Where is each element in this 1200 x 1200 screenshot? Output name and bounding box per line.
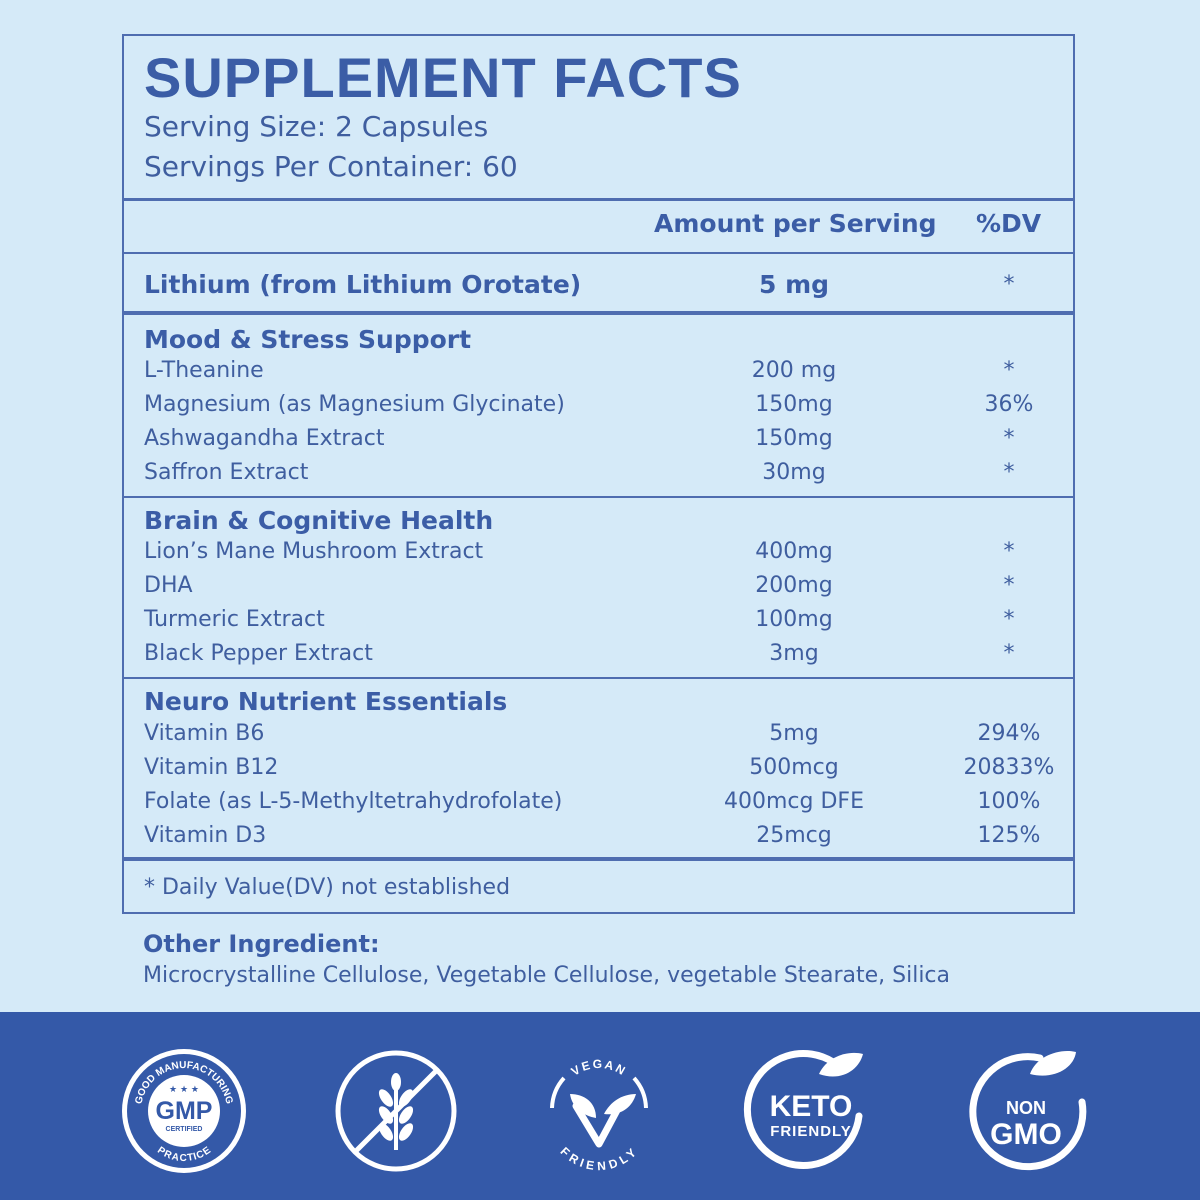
table-row: Lion’s Mane Mushroom Extract 400mg * — [124, 535, 1073, 569]
ingredient-dv: * — [1003, 573, 1015, 598]
table-row: Vitamin B6 5mg 294% — [124, 717, 1073, 751]
ingredient-dv: * — [1003, 539, 1015, 564]
vegan-top-text: VEGAN — [569, 1057, 627, 1079]
keto-friendly-badge: KETO FRIENDLY — [741, 1046, 871, 1176]
ingredient-dv: * — [1003, 358, 1015, 383]
gmp-certified-badge: GOOD MANUFACTURING PRACTICE ★ ★ ★ GMP CE… — [119, 1046, 249, 1176]
panel-title: SUPPLEMENT FACTS — [144, 46, 742, 109]
ingredient-dv: 100% — [977, 789, 1041, 814]
gmp-badge-graphic: GOOD MANUFACTURING PRACTICE ★ ★ ★ GMP CE… — [122, 1049, 246, 1173]
divider — [124, 252, 1073, 254]
gmp-stars: ★ ★ ★ — [169, 1085, 199, 1095]
ingredient-amount: 25mcg — [756, 823, 832, 848]
ingredient-name: Vitamin B6 — [144, 721, 265, 746]
table-row: Black Pepper Extract 3mg * — [124, 637, 1073, 671]
amount-column-header: Amount per Serving — [654, 209, 937, 238]
ingredient-name: Magnesium (as Magnesium Glycinate) — [144, 392, 565, 417]
divider — [124, 496, 1073, 498]
table-row: Turmeric Extract 100mg * — [124, 603, 1073, 637]
svg-text:VEGAN: VEGAN — [569, 1057, 629, 1079]
servings-per-container: Servings Per Container: 60 — [144, 150, 518, 183]
ingredient-dv: * — [1003, 426, 1015, 451]
table-row: Magnesium (as Magnesium Glycinate) 150mg… — [124, 388, 1073, 422]
non-gmo-badge: NON GMO — [964, 1046, 1094, 1176]
svg-text:FRIENDLY: FRIENDLY — [558, 1144, 641, 1173]
vegan-leaf-icon: VEGAN FRIENDLY — [550, 1057, 648, 1173]
ingredient-name: L-Theanine — [144, 358, 264, 383]
serving-size: Serving Size: 2 Capsules — [144, 110, 489, 143]
table-row: Ashwagandha Extract 150mg * — [124, 422, 1073, 456]
ingredient-dv: * — [1003, 607, 1015, 632]
dv-footnote: * Daily Value(DV) not established — [144, 875, 511, 900]
ingredient-name: Lion’s Mane Mushroom Extract — [144, 539, 484, 564]
vegan-bottom-text: FRIENDLY — [558, 1144, 639, 1173]
dv-column-header: %DV — [976, 209, 1042, 238]
ingredient-amount: 30mg — [762, 460, 826, 485]
other-ingredient-heading: Other Ingredient: — [143, 930, 380, 958]
ingredient-name: Ashwagandha Extract — [144, 426, 385, 451]
ingredient-dv: * — [1003, 272, 1015, 297]
ingredient-name: Black Pepper Extract — [144, 641, 373, 666]
non-gmo-line2: GMO — [990, 1118, 1062, 1151]
ingredient-amount: 400mcg DFE — [724, 789, 864, 814]
ingredient-name: Vitamin B12 — [144, 755, 279, 780]
ingredient-dv: 294% — [977, 721, 1041, 746]
divider — [124, 677, 1073, 679]
vegan-friendly-badge: VEGAN FRIENDLY — [534, 1046, 664, 1176]
table-row: L-Theanine 200 mg * — [124, 354, 1073, 388]
ingredient-amount: 150mg — [755, 426, 833, 451]
ingredient-name: DHA — [144, 573, 193, 598]
ingredient-name: Folate (as L-5-Methyltetrahydrofolate) — [144, 789, 563, 814]
ingredient-dv: 36% — [984, 392, 1034, 417]
divider — [124, 857, 1073, 861]
divider — [124, 198, 1073, 201]
ingredient-amount: 3mg — [769, 641, 819, 666]
table-row: Folate (as L-5-Methyltetrahydrofolate) 4… — [124, 785, 1073, 819]
supplement-facts-panel: SUPPLEMENT FACTS Serving Size: 2 Capsule… — [122, 34, 1075, 914]
ingredient-name: Vitamin D3 — [144, 823, 267, 848]
table-row: Vitamin D3 25mcg 125% — [124, 819, 1073, 853]
gmp-sub-text: CERTIFIED — [166, 1126, 203, 1133]
ingredient-amount: 100mg — [755, 607, 833, 632]
keto-line1: KETO — [770, 1090, 853, 1123]
gluten-free-badge — [331, 1046, 461, 1176]
keto-line2: FRIENDLY — [770, 1123, 852, 1140]
wheat-crossed-icon — [335, 1050, 457, 1172]
table-row: Saffron Extract 30mg * — [124, 456, 1073, 490]
keto-leaf-icon: KETO FRIENDLY — [743, 1050, 863, 1169]
other-ingredient-text: Microcrystalline Cellulose, Vegetable Ce… — [143, 963, 951, 988]
ingredient-amount: 200 mg — [751, 358, 837, 383]
ingredient-dv: 20833% — [963, 755, 1055, 780]
table-row: Vitamin B12 500mcg 20833% — [124, 751, 1073, 785]
gmp-main-text: GMP — [156, 1097, 213, 1125]
ingredient-amount: 200mg — [755, 573, 833, 598]
section-title-brain: Brain & Cognitive Health — [144, 506, 494, 535]
ingredient-amount: 150mg — [755, 392, 833, 417]
ingredient-dv: 125% — [977, 823, 1041, 848]
non-gmo-line1: NON — [1006, 1098, 1046, 1118]
ingredient-dv: * — [1003, 460, 1015, 485]
ingredient-amount: 5 mg — [758, 270, 830, 299]
ingredient-amount: 5mg — [769, 721, 819, 746]
section-title-neuro: Neuro Nutrient Essentials — [144, 687, 508, 716]
ingredient-amount: 500mcg — [749, 755, 839, 780]
ingredient-name: Turmeric Extract — [144, 607, 325, 632]
ingredient-name: Saffron Extract — [144, 460, 309, 485]
section-title-mood: Mood & Stress Support — [144, 325, 472, 354]
table-row: DHA 200mg * — [124, 569, 1073, 603]
non-gmo-leaf-icon: NON GMO — [969, 1050, 1087, 1171]
divider — [124, 311, 1073, 315]
main-ingredient-row: Lithium (from Lithium Orotate) 5 mg * — [124, 268, 1073, 302]
ingredient-name: Lithium (from Lithium Orotate) — [144, 270, 582, 299]
ingredient-dv: * — [1003, 641, 1015, 666]
ingredient-amount: 400mg — [755, 539, 833, 564]
